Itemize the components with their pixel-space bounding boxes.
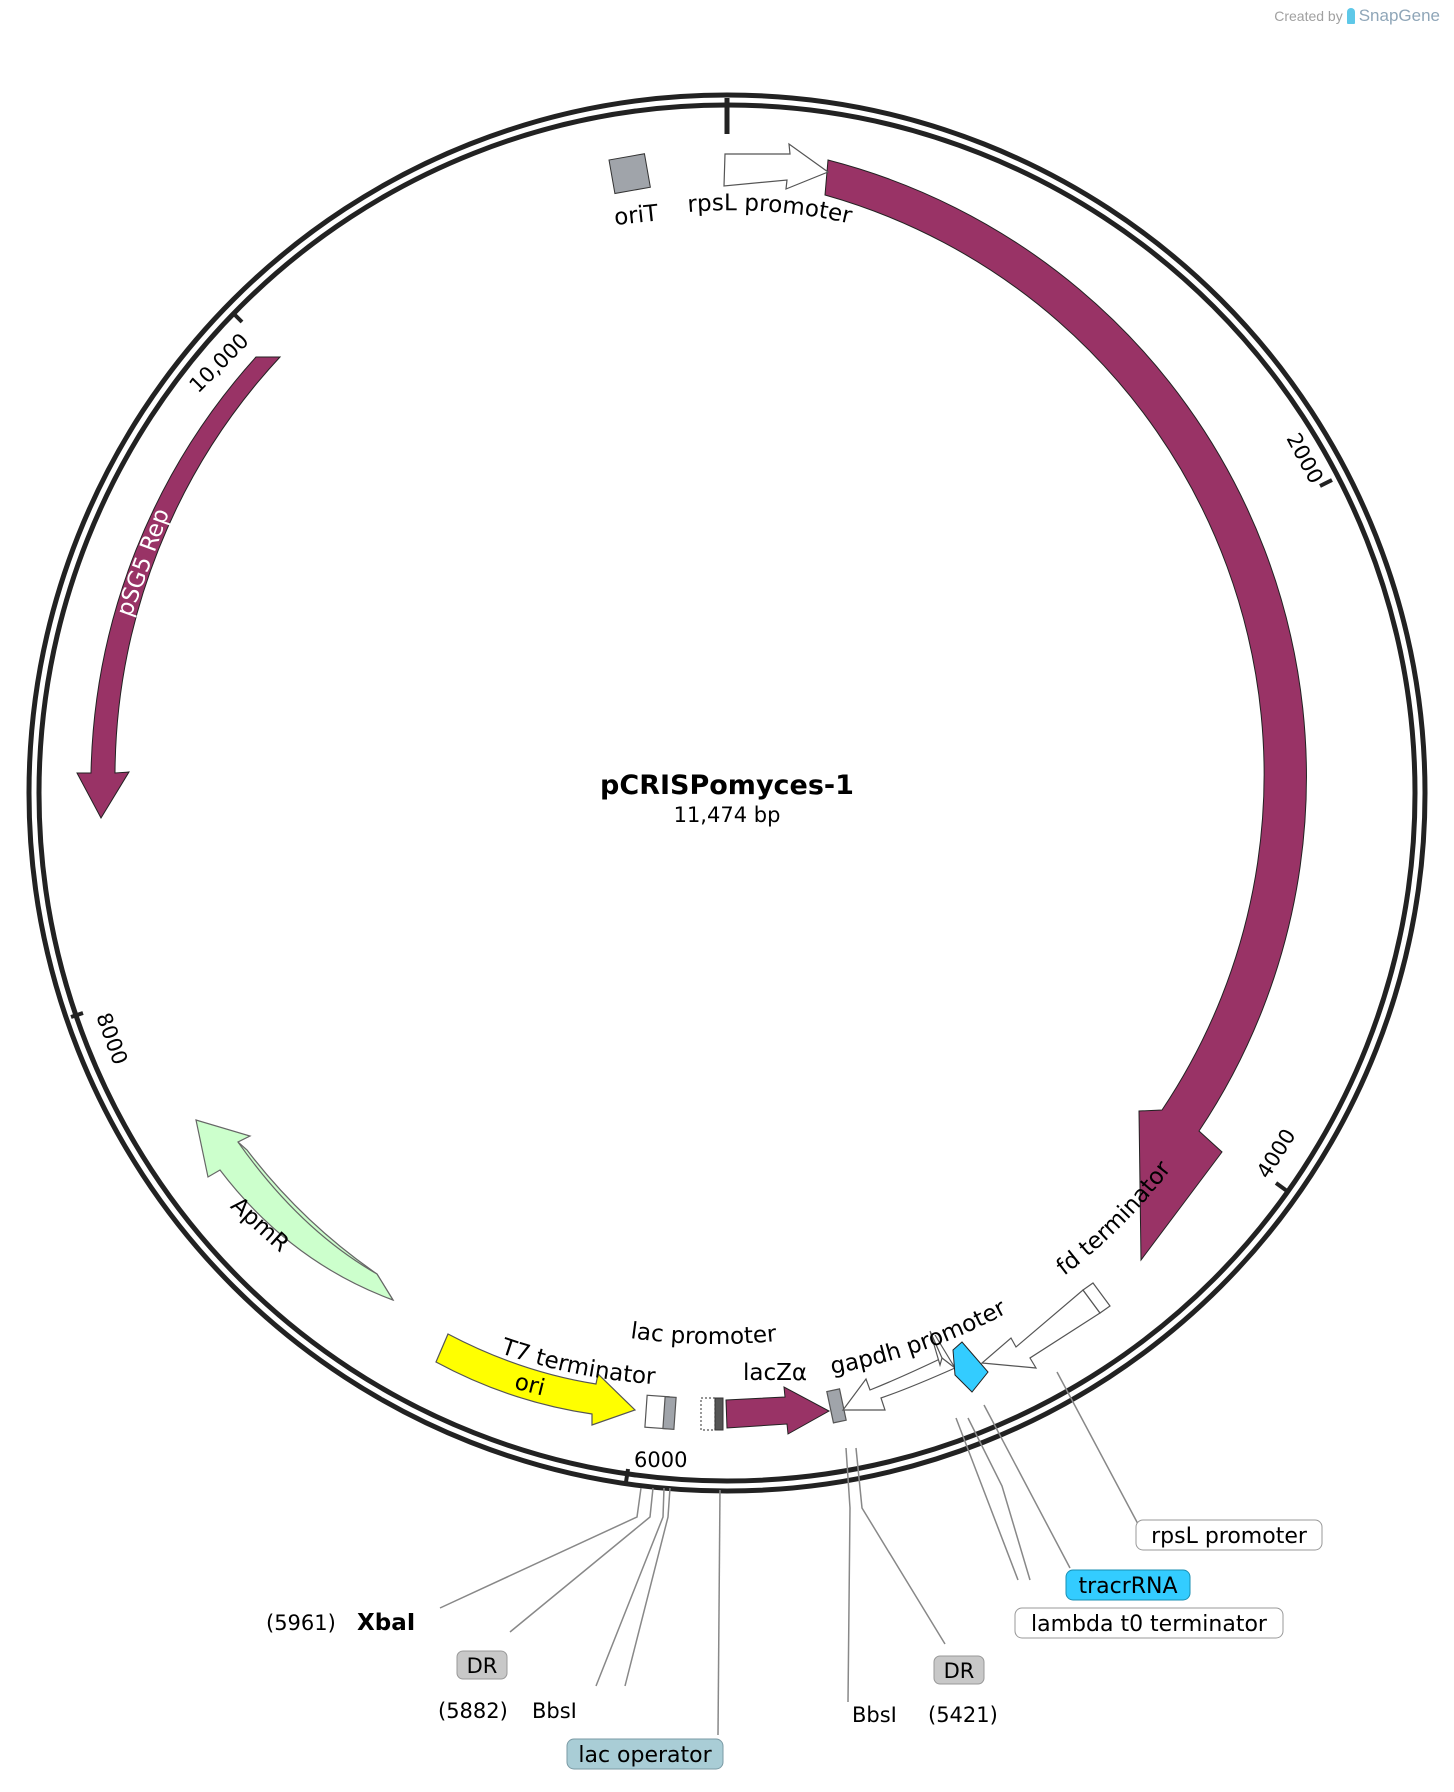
dr-right-label: DR	[944, 1659, 975, 1683]
tick-mark	[231, 311, 244, 324]
feature-label-lac-promoter: lac promoter	[629, 1318, 778, 1350]
callout-lines	[439, 1371, 1139, 1736]
snapgene-logo-icon	[1346, 8, 1355, 24]
bbsI-left-label[interactable]: BbsI	[532, 1699, 577, 1723]
callouts: (5961) XbaI DR (5882) BbsI lac operator …	[266, 1519, 1323, 1770]
lac-operator-label: lac operator	[578, 1743, 712, 1768]
feature-label-oriT: oriT	[613, 200, 660, 231]
feature-pSG5-rep[interactable]: pSG5 Rep	[76, 356, 282, 820]
feature-tracrRNA-arrow[interactable]	[952, 1341, 989, 1393]
tick-label-6000: 6000	[634, 1448, 687, 1472]
plasmid-name: pCRISPomyces-1	[600, 770, 854, 801]
plasmid-length: 11,474 bp	[674, 803, 781, 827]
feature-apmR[interactable]: ApmR	[195, 1119, 395, 1302]
rpsL-promoter-callout: rpsL promoter	[1151, 1524, 1308, 1549]
tick-label-4000: 4000	[1252, 1125, 1301, 1183]
lambda-t0-badge	[1014, 1607, 1284, 1639]
tick-label-2000: 2000	[1282, 429, 1328, 487]
dr-right-badge	[933, 1655, 985, 1685]
tracrRNA-callout: tracrRNA	[1078, 1574, 1177, 1599]
tracrRNA-badge	[1065, 1569, 1191, 1601]
xbaI-position: (5961)	[266, 1611, 336, 1635]
feature-cas9[interactable]: Cas9	[824, 159, 1338, 1262]
bbsI-left-position: (5882)	[438, 1699, 508, 1723]
lambda-t0-callout: lambda t0 terminator	[1031, 1612, 1268, 1637]
feature-gray-marker	[826, 1388, 847, 1424]
dr-left-label: DR	[467, 1654, 498, 1678]
feature-gapdh-promoter[interactable]: gapdh promoter	[828, 1295, 1011, 1411]
feature-label-pSG5-rep: pSG5 Rep	[112, 505, 175, 620]
feature-label-cas9: Cas9	[1296, 552, 1338, 614]
tick-label-8000: 8000	[91, 1010, 132, 1068]
bbsI-right-label[interactable]: BbsI	[852, 1703, 897, 1727]
tick-mark	[70, 1011, 84, 1019]
rpsL-promoter-badge	[1135, 1519, 1323, 1551]
credit-brand: SnapGene	[1358, 6, 1440, 25]
bbsI-right-position: (5421)	[928, 1703, 998, 1727]
feature-oriT[interactable]: oriT	[608, 153, 660, 231]
credit-text: Created by	[1274, 8, 1343, 24]
credit: Created by SnapGene	[1274, 6, 1440, 26]
lac-operator-badge	[566, 1738, 724, 1770]
dr-left-badge	[456, 1650, 508, 1680]
feature-ori[interactable]: ori	[435, 1333, 637, 1426]
tick-mark	[1274, 1181, 1289, 1193]
tick-mark	[624, 1468, 630, 1483]
scale-ticks: 2000 4000 6000 8000 10,000	[70, 311, 1333, 1483]
tick-mark	[1319, 478, 1333, 488]
feature-lacZa[interactable]: lacZα	[725, 1360, 831, 1435]
feature-label-lacZa: lacZα	[743, 1360, 807, 1386]
xbaI-label[interactable]: XbaI	[357, 1610, 415, 1636]
